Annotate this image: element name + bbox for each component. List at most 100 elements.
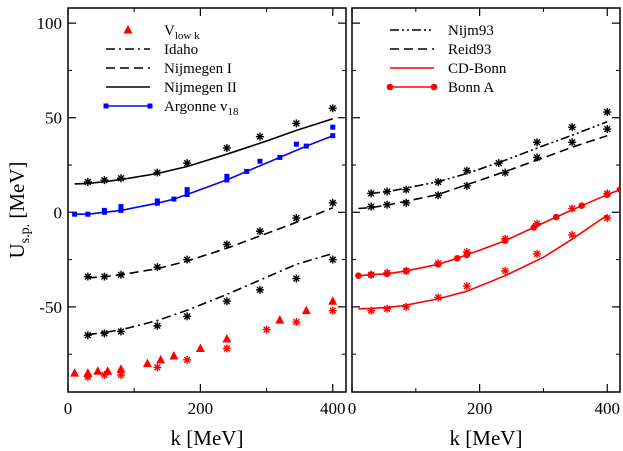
star-stroke	[533, 154, 541, 161]
line-point	[224, 177, 230, 183]
data-point	[195, 343, 205, 352]
series-v-low-k	[70, 296, 338, 377]
y-tick-label: 50	[45, 109, 62, 128]
data-point	[568, 230, 577, 239]
star-stroke	[153, 322, 161, 330]
legend-label-main: V	[164, 23, 175, 39]
legend-label: Reid93	[448, 42, 491, 58]
legend-item: CD-Bonn	[390, 61, 507, 77]
data-point	[292, 274, 301, 283]
star-stroke	[153, 169, 161, 176]
line-point	[355, 272, 362, 279]
panel-right: 0 200 400 k [MeV] Nijm93 Reid93 CD-Bonn Bonn A	[348, 7, 621, 450]
star-stroke	[329, 199, 337, 207]
data-point	[169, 351, 179, 360]
legend-item: Reid93	[390, 42, 491, 58]
legend-label: Nijm93	[448, 23, 494, 39]
series-line	[358, 214, 608, 310]
data-point	[262, 325, 271, 334]
data-point	[434, 293, 443, 302]
line-point	[184, 192, 190, 198]
star-stroke	[183, 256, 191, 263]
data-point	[603, 189, 612, 198]
star-stroke	[367, 190, 375, 197]
data-point	[183, 255, 192, 264]
plot-frame	[351, 7, 621, 393]
data-point	[402, 266, 411, 275]
star-stroke	[383, 201, 391, 209]
series-bonn-a	[355, 186, 620, 279]
data-point	[83, 272, 92, 281]
legend-item: Vlow k	[123, 23, 200, 42]
legend-label-sub: low k	[175, 30, 200, 42]
data-point	[501, 266, 510, 275]
x-tick-label: 0	[348, 399, 357, 418]
data-point	[367, 189, 376, 198]
legend-item: Nijmegen I	[106, 61, 232, 77]
data-point	[118, 204, 124, 210]
data-point	[462, 166, 471, 175]
line-point	[72, 211, 78, 217]
data-point	[183, 159, 192, 168]
star-stroke	[501, 235, 509, 243]
legend-marker	[103, 103, 109, 109]
y-tick-label: 100	[37, 14, 63, 33]
series-nijm93	[367, 108, 612, 198]
series-line	[87, 252, 334, 336]
legend-marker	[430, 83, 438, 91]
star-stroke	[533, 138, 541, 146]
data-point	[255, 285, 264, 294]
star-stroke	[463, 248, 471, 256]
data-point	[462, 181, 471, 190]
star-stroke	[329, 307, 337, 315]
legend-label: Argonne v18	[164, 99, 239, 118]
star-stroke	[223, 144, 231, 152]
star-stroke	[101, 273, 108, 280]
star-stroke	[153, 263, 161, 271]
data-point	[184, 187, 190, 193]
data-point	[533, 138, 542, 147]
data-point	[603, 125, 612, 134]
data-point	[501, 168, 510, 177]
data-point	[434, 259, 443, 268]
star-stroke	[117, 328, 125, 335]
star-stroke	[603, 108, 611, 116]
line-point	[453, 254, 461, 262]
data-point	[100, 176, 109, 185]
line-point	[85, 211, 91, 217]
x-tick-label: 200	[467, 399, 493, 418]
star-stroke	[183, 312, 191, 320]
data-point	[116, 270, 125, 279]
data-point	[462, 282, 471, 291]
series-v-low-k-stars	[83, 306, 337, 381]
line-point	[303, 143, 309, 149]
x-tick-label: 0	[64, 399, 73, 418]
data-point	[383, 187, 392, 196]
star-stroke	[292, 214, 300, 222]
star-stroke	[256, 227, 264, 235]
star-stroke	[495, 159, 503, 167]
data-point	[383, 200, 392, 209]
data-point	[153, 263, 162, 272]
star-stroke	[402, 303, 410, 311]
star-stroke	[568, 138, 576, 146]
star-stroke	[329, 256, 337, 263]
star-stroke	[533, 250, 541, 258]
star-stroke	[223, 345, 231, 352]
star-stroke	[434, 294, 442, 301]
data-point	[103, 366, 113, 375]
data-point	[222, 143, 231, 152]
panel-left: 0 200 400 -50 0 50 100 k [MeV] Us.p. [MeV] Vlow k…	[5, 7, 347, 450]
star-stroke	[292, 275, 300, 282]
legend-item: Nijmegen II	[106, 80, 237, 96]
star-stroke	[383, 188, 391, 195]
star-stroke	[183, 159, 191, 167]
star-stroke	[463, 167, 471, 175]
star-stroke	[101, 329, 108, 337]
star-stroke	[603, 190, 611, 197]
data-point	[462, 248, 471, 257]
data-point	[434, 178, 443, 187]
line-point	[578, 202, 586, 209]
data-point	[183, 355, 192, 364]
